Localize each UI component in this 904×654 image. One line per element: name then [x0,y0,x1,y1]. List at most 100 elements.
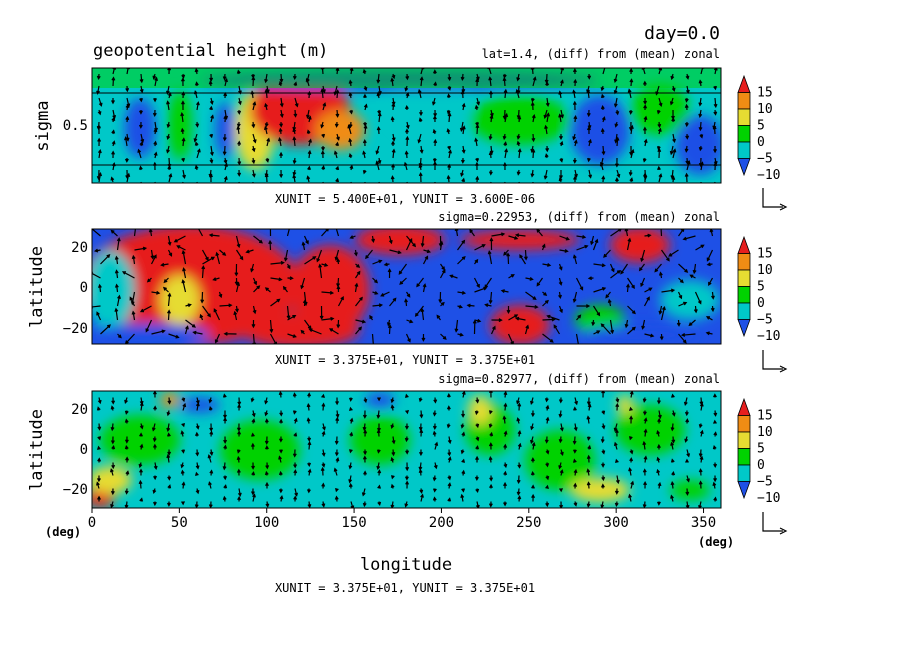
wind-vector [301,241,306,251]
wind-vector [92,271,101,279]
wind-vector [614,488,619,495]
wind-vector [194,81,199,87]
wind-vector [363,93,367,99]
colorbar-label: 15 [757,86,773,101]
wind-vector [292,174,297,183]
wind-vector [391,73,396,80]
x-tick-label: 250 [516,515,541,531]
wind-vector [125,456,130,463]
wind-vector [712,481,717,489]
wind-vector [114,283,119,293]
wind-vector [545,416,550,424]
wind-vector [252,133,257,144]
wind-vector [436,314,441,321]
wind-vector [573,78,578,87]
wind-vector [629,415,634,424]
wind-vector [643,296,650,307]
wind-vector [320,466,325,476]
wind-vector [97,495,101,502]
wind-vector [516,133,521,140]
wind-vector [250,442,255,450]
colorbar-label: −5 [757,313,773,328]
wind-vector [671,410,676,417]
wind-vector [418,397,423,403]
x-tick-label: 300 [604,515,629,531]
x-unit-right: (deg) [698,535,734,549]
wind-vector [628,169,633,177]
wind-vector [517,430,522,437]
wind-vector [433,161,437,171]
wind-vector [287,276,294,281]
wind-vector [503,501,507,507]
wind-vector [390,475,395,480]
wind-vector [110,488,115,496]
wind-vector [684,121,689,128]
wind-vector [195,462,200,470]
wind-vector [440,301,445,307]
wind-vector [461,102,466,111]
wind-vector [432,488,437,493]
panel-middle-ytick-20: 20 [71,240,88,256]
wind-vector [500,289,509,294]
wind-vector [542,317,556,322]
wind-vector [460,493,465,502]
wind-vector [365,249,373,260]
wind-vector [253,285,261,293]
panel-bottom-ytick-m20: −20 [63,482,88,498]
wind-vector [643,138,648,147]
wind-vector [114,269,119,279]
wind-vector [558,397,563,404]
wind-vector [461,431,466,437]
wind-vector [461,177,466,183]
wind-vector [146,277,152,283]
wind-vector [109,468,114,476]
wind-vector [222,145,227,156]
wind-vector [152,443,157,450]
wind-vector [167,235,172,247]
wind-vector [586,415,591,424]
wind-vector [236,69,241,75]
wind-vector [321,290,335,295]
wind-vector [488,442,493,450]
wind-vector [321,133,326,139]
wind-vector [124,410,129,415]
wind-vector [432,157,437,163]
colorbar-segment [737,74,751,93]
wind-vector [488,151,493,159]
wind-vector [193,133,198,143]
wind-vector [607,298,612,307]
wind-vector [558,305,563,314]
x-tick-label: 150 [341,515,366,531]
wind-vector [390,404,395,411]
wind-vector [390,175,395,183]
wind-vector [699,133,704,139]
wind-vector [670,423,675,432]
wind-vector [237,488,242,497]
wind-vector [195,121,200,128]
panel-middle-unit: XUNIT = 3.375E+01, YUNIT = 3.375E+01 [275,353,535,367]
wind-vector [222,393,227,398]
wind-vector [252,493,256,502]
wind-vector [264,172,269,183]
wind-vector [698,121,703,132]
wind-vector [218,291,223,299]
wind-vector [629,124,634,135]
wind-vector [362,410,367,419]
wind-vector [439,268,446,279]
wind-vector [98,97,103,107]
wind-vector [586,481,591,489]
wind-vector [432,430,437,437]
wind-vector [447,145,452,151]
wind-vector [363,103,368,111]
wind-vector [475,445,480,450]
wind-vector [237,169,242,177]
wind-vector [516,488,521,496]
wind-vector [692,263,697,275]
wind-vector [269,319,274,334]
wind-vector [306,488,311,494]
wind-vector [405,462,410,472]
wind-vector [349,235,356,239]
panel-bottom-unit: XUNIT = 3.375E+01, YUNIT = 3.375E+01 [275,581,535,595]
x-tick-label: 100 [254,515,279,531]
wind-vector [669,145,674,156]
